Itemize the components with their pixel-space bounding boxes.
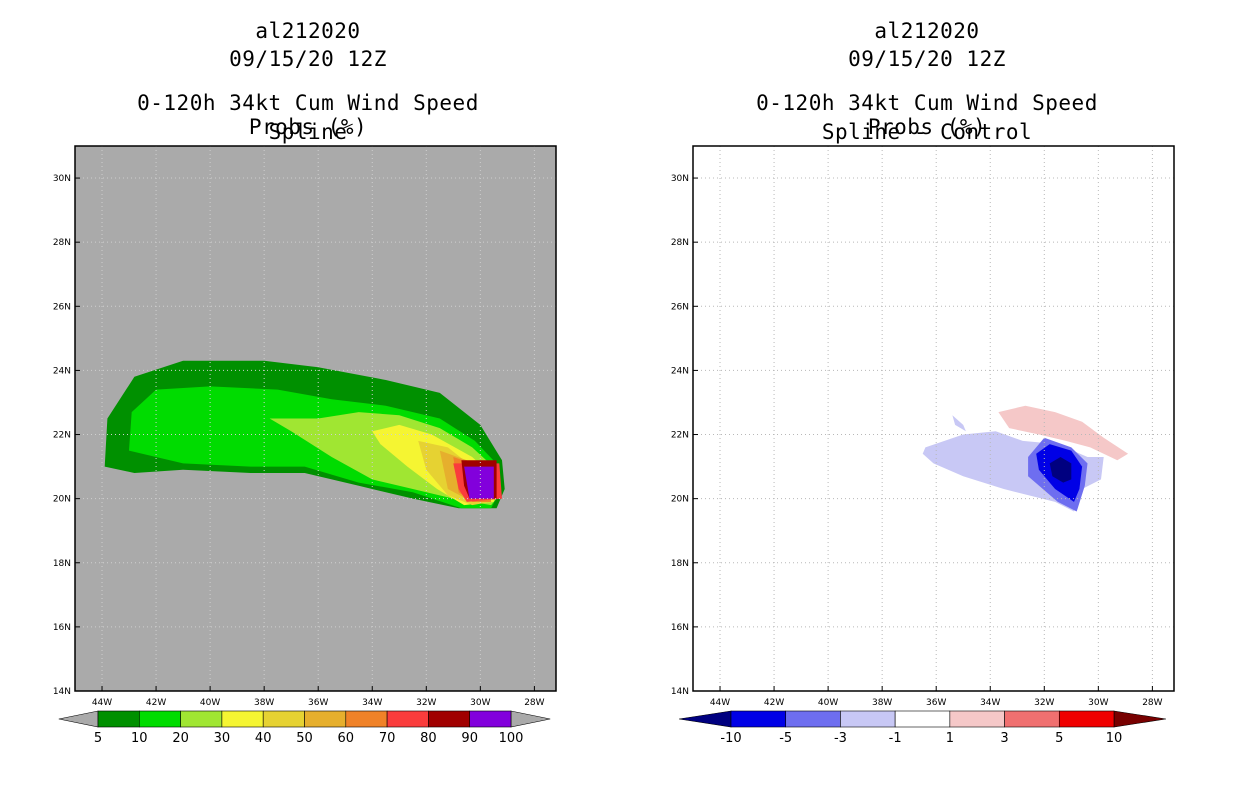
colorbar: -10 -5 -3 -1 1 3 5 10 [678,710,1167,746]
colorbar-swatch [840,710,896,728]
y-tick-label: 26N [53,302,71,312]
colorbar-under-arrow [678,710,732,728]
right-title-product: 0-120h 34kt Cum Wind Speed Probs (%) [756,91,1098,139]
colorbar-label: 100 [499,731,524,746]
y-tick-label: 22N [53,431,71,441]
colorbar-label: 10 [131,731,148,746]
y-tick-label: 14N [671,687,689,697]
x-tick-label: 40W [818,698,838,708]
colorbar-label: 70 [379,731,396,746]
colorbar-under-arrow [58,710,99,728]
colorbar-swatch [221,710,264,728]
colorbar-swatch [345,710,388,728]
x-tick-label: 32W [416,698,436,708]
chart-panel-1: 44W 42W 40W 38W 36W 34W 32W 30W 28W 14N 16N 18N 20N 2… [671,145,1175,746]
x-tick-label: 34W [362,698,382,708]
y-tick-label: 24N [671,366,689,376]
colorbar: 5 10 20 30 40 50 60 70 80 90 100 [58,710,551,746]
x-tick-label: 30W [1088,698,1108,708]
x-tick-label: 30W [470,698,490,708]
left-title-product: 0-120h 34kt Cum Wind Speed Probs (%) [137,91,479,139]
colorbar-swatch [139,710,181,728]
colorbar-label: 40 [255,731,272,746]
contour-level-1-5 [998,405,1129,461]
x-tick-label: 28W [524,698,544,708]
x-tick-label: 42W [146,698,166,708]
colorbar-swatch [894,710,951,728]
x-tick-label: 32W [1034,698,1054,708]
y-tick-label: 30N [671,174,689,184]
y-tick-label: 18N [671,559,689,569]
left-title-subtitle: Spline [268,120,348,144]
colorbar-label: -5 [779,731,792,746]
colorbar-swatch [785,710,841,728]
x-tick-label: 40W [200,698,220,708]
x-tick-label: 28W [1142,698,1162,708]
colorbar-label: -3 [834,731,847,746]
y-tick-label: 22N [671,431,689,441]
colorbar-label: 1 [946,731,954,746]
colorbar-label: 20 [172,731,189,746]
colorbar-label: 80 [420,731,437,746]
colorbar-swatch [469,710,512,728]
colorbar-over-arrow [1113,710,1167,728]
y-tick-label: 18N [53,559,71,569]
left-title-storm: al212020 [255,19,361,43]
colorbar-label: 50 [296,731,313,746]
colorbar-swatch [97,710,140,728]
x-tick-label: 34W [980,698,1000,708]
colorbar-label: 10 [1106,731,1123,746]
y-tick-label: 30N [53,174,71,184]
right-title-subtitle: Spline - Control [821,120,1033,144]
colorbar-label: 60 [338,731,355,746]
y-tick-label: 14N [53,687,71,697]
right-title-storm: al212020 [874,19,980,43]
colorbar-over-arrow [510,710,551,728]
colorbar-swatch [949,710,1005,728]
colorbar-swatch [1058,710,1115,728]
colorbar-swatch [1004,710,1060,728]
plot-background [693,146,1174,691]
y-tick-label: 20N [671,495,689,505]
right-title-datetime: 09/15/20 12Z [848,47,1006,71]
plot-frame [692,145,1175,692]
left-title-datetime: 09/15/20 12Z [229,47,387,71]
x-tick-label: 44W [92,698,112,708]
x-tick-label: 36W [926,698,946,708]
gridlines [75,146,556,691]
x-tick-label: 38W [254,698,274,708]
y-tick-label: 16N [53,623,71,633]
y-tick-label: 28N [53,238,71,248]
chart-panel-0: 44W 42W 40W 38W 36W 34W 32W 30W 28W 14N 16N 18N 20N 2… [53,145,557,746]
y-tick-label: 20N [53,495,71,505]
colorbar-swatch [180,710,223,728]
colorbar-swatch [304,710,347,728]
colorbar-swatch [386,710,429,728]
y-tick-label: 16N [671,623,689,633]
colorbar-label: 3 [1000,731,1008,746]
y-tick-label: 24N [53,366,71,376]
gridlines [693,146,1174,691]
colorbar-swatch [262,710,305,728]
colorbar-label: 5 [94,731,102,746]
contour-level-neg10-4 [1049,457,1072,483]
colorbar-label: 30 [214,731,231,746]
x-tick-label: 44W [710,698,730,708]
colorbar-label: -1 [889,731,902,746]
colorbar-swatch [428,710,470,728]
colorbar-label: -10 [720,731,741,746]
x-tick-label: 36W [308,698,328,708]
x-tick-label: 42W [764,698,784,708]
y-tick-label: 26N [671,302,689,312]
plot-frame [74,145,557,692]
colorbar-swatch [730,710,787,728]
colorbar-label: 90 [461,731,478,746]
colorbar-label: 5 [1055,731,1063,746]
y-tick-label: 28N [671,238,689,248]
contour-level-neg1-1 [952,415,966,432]
contour-level-90-9 [464,466,494,499]
x-tick-label: 38W [872,698,892,708]
